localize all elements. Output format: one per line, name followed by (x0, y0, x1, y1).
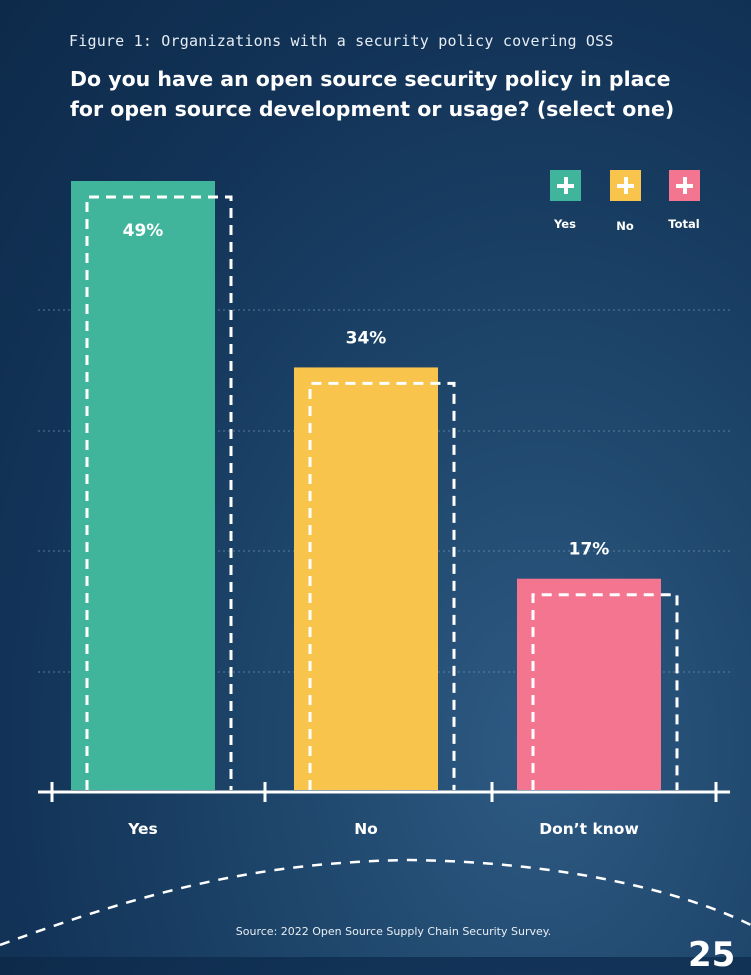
legend-label: Yes (554, 217, 576, 231)
chart-title: Do you have an open source security poli… (70, 67, 675, 121)
data-label: 34% (346, 328, 387, 348)
legend-label: No (616, 219, 634, 233)
x-axis (38, 782, 730, 802)
legend-item-total: Total (654, 170, 714, 231)
labels: 49% Yes 34% No 17% Don’t know (123, 221, 639, 838)
data-label: 17% (569, 540, 610, 560)
plus-icon (549, 170, 581, 201)
legend-item-no: No (595, 170, 655, 233)
source-note: Source: 2022 Open Source Supply Chain Se… (235, 925, 552, 938)
page-number: 25 (688, 935, 736, 975)
bars (71, 181, 679, 790)
bar (517, 578, 661, 790)
figure-label: Figure 1: Organizations with a security … (69, 32, 614, 50)
decorative-dashed-curve (0, 858, 751, 947)
plus-icon (609, 170, 641, 201)
data-label: 49% (123, 221, 164, 241)
bar (294, 367, 438, 790)
plus-icon (668, 170, 700, 201)
x-tick-label: Don’t know (539, 820, 639, 838)
x-tick-label: No (354, 820, 378, 838)
x-tick-label: Yes (127, 820, 158, 838)
bar-dashed-outline (85, 195, 233, 790)
bar (71, 181, 215, 790)
bar-dashed-outline (308, 381, 456, 790)
legend-label: Total (668, 217, 700, 231)
legend-item-yes: Yes (535, 170, 595, 231)
